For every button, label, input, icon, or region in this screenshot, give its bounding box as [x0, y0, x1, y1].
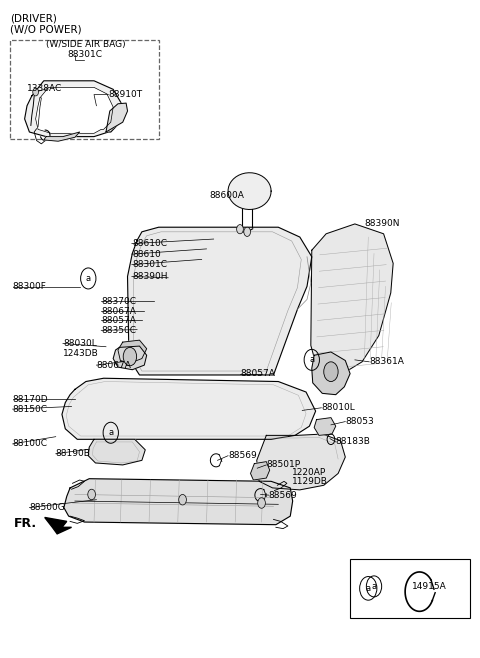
Text: 88057A: 88057A: [101, 316, 136, 325]
Text: 88053: 88053: [345, 417, 374, 426]
Text: (DRIVER): (DRIVER): [10, 14, 57, 24]
Circle shape: [88, 489, 96, 499]
Text: 88301C: 88301C: [132, 260, 168, 269]
Polygon shape: [113, 346, 147, 370]
Text: 1338AC: 1338AC: [27, 84, 62, 93]
Text: 88190B: 88190B: [56, 449, 91, 458]
Text: 88361A: 88361A: [369, 357, 404, 367]
Polygon shape: [24, 81, 123, 137]
Text: 88010L: 88010L: [322, 403, 355, 413]
Text: 88300F: 88300F: [12, 282, 47, 291]
Text: 88569: 88569: [269, 491, 298, 499]
Text: 88067A: 88067A: [101, 307, 136, 316]
Polygon shape: [44, 132, 80, 141]
Text: 1220AP: 1220AP: [292, 468, 326, 476]
Text: 88030L: 88030L: [63, 339, 96, 348]
Text: 88100C: 88100C: [12, 440, 48, 448]
Circle shape: [324, 362, 338, 382]
Text: 88610C: 88610C: [132, 239, 168, 248]
Text: 1243DB: 1243DB: [63, 349, 99, 358]
Text: 88501P: 88501P: [266, 461, 300, 469]
Text: 14915A: 14915A: [412, 582, 447, 591]
Circle shape: [123, 347, 137, 366]
Text: a: a: [372, 582, 377, 591]
Circle shape: [244, 227, 251, 236]
Circle shape: [33, 88, 38, 96]
Text: 88390H: 88390H: [132, 272, 168, 281]
Polygon shape: [228, 173, 271, 209]
Text: 88150C: 88150C: [12, 405, 48, 414]
Text: 88569: 88569: [228, 451, 257, 460]
Text: a: a: [108, 428, 113, 438]
Polygon shape: [45, 517, 72, 534]
Circle shape: [237, 224, 243, 234]
Text: 88600A: 88600A: [209, 191, 244, 199]
Text: 88067A: 88067A: [96, 361, 132, 370]
Circle shape: [179, 494, 186, 505]
Text: 88350C: 88350C: [101, 326, 136, 335]
Text: 1129DB: 1129DB: [292, 478, 327, 486]
Text: 88390N: 88390N: [364, 219, 400, 228]
Text: 88500G: 88500G: [29, 503, 65, 512]
Polygon shape: [257, 434, 345, 490]
Text: 88057A: 88057A: [240, 369, 275, 378]
Circle shape: [258, 497, 265, 508]
Text: a: a: [366, 584, 371, 593]
Polygon shape: [106, 103, 128, 132]
Text: (W/O POWER): (W/O POWER): [10, 25, 82, 35]
Text: 88183B: 88183B: [336, 438, 371, 446]
Polygon shape: [64, 479, 293, 524]
Polygon shape: [314, 418, 336, 436]
Text: 88370C: 88370C: [101, 297, 136, 306]
Text: (W/SIDE AIR BAG): (W/SIDE AIR BAG): [46, 39, 126, 49]
Text: a: a: [309, 355, 314, 365]
Text: 88301C: 88301C: [67, 50, 102, 59]
Polygon shape: [312, 352, 350, 395]
Text: FR.: FR.: [14, 517, 37, 530]
Text: 88910T: 88910T: [108, 90, 143, 99]
Polygon shape: [311, 224, 393, 375]
Text: 88610: 88610: [132, 249, 161, 259]
Polygon shape: [62, 378, 316, 440]
Polygon shape: [118, 340, 147, 363]
Polygon shape: [36, 88, 113, 134]
Polygon shape: [128, 227, 312, 375]
Polygon shape: [88, 440, 145, 465]
Polygon shape: [251, 462, 270, 480]
Text: 88170D: 88170D: [12, 395, 48, 404]
Text: a: a: [86, 274, 91, 283]
